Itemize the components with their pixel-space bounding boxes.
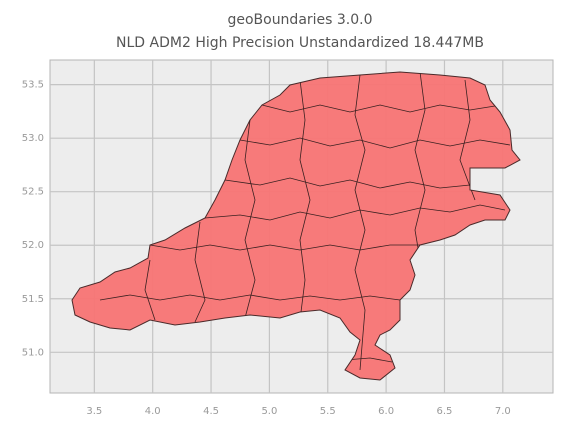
- border: [244, 119, 256, 319]
- x-tick-label: 5.0: [261, 406, 277, 417]
- adm2-borders: [99, 72, 511, 371]
- boundaries: [71, 71, 521, 381]
- border: [224, 177, 471, 189]
- border: [261, 104, 496, 113]
- border: [299, 79, 311, 321]
- border: [354, 74, 366, 371]
- x-tick-label: 4.5: [203, 406, 219, 417]
- border: [414, 72, 426, 261]
- y-tick-label: 51.0: [22, 347, 44, 358]
- border: [344, 357, 393, 363]
- y-tick-label: 52.0: [22, 240, 44, 251]
- y-tick-label: 53.5: [22, 80, 44, 91]
- x-tick-label: 6.5: [437, 406, 453, 417]
- y-tick-label: 53.0: [22, 133, 44, 144]
- x-tick-label: 4.0: [145, 406, 161, 417]
- title: geoBoundaries 3.0.0: [227, 12, 372, 28]
- border: [99, 294, 401, 301]
- y-tick-label: 51.5: [22, 294, 44, 305]
- ticks: 3.5 4.0 4.5 5.0 5.5 6.0 6.5 7.0 51.0 51.5 52.0 52.5…: [22, 80, 511, 417]
- x-tick-label: 7.0: [495, 406, 511, 417]
- border: [144, 259, 156, 321]
- x-tick-label: 3.5: [86, 406, 102, 417]
- border: [239, 137, 511, 149]
- border: [194, 221, 206, 323]
- x-tick-label: 6.0: [378, 406, 394, 417]
- border: [149, 244, 420, 251]
- subtitle: NLD ADM2 High Precision Unstandardized 1…: [116, 35, 484, 51]
- x-tick-label: 5.5: [320, 406, 336, 417]
- border: [459, 79, 476, 201]
- y-tick-label: 52.5: [22, 187, 44, 198]
